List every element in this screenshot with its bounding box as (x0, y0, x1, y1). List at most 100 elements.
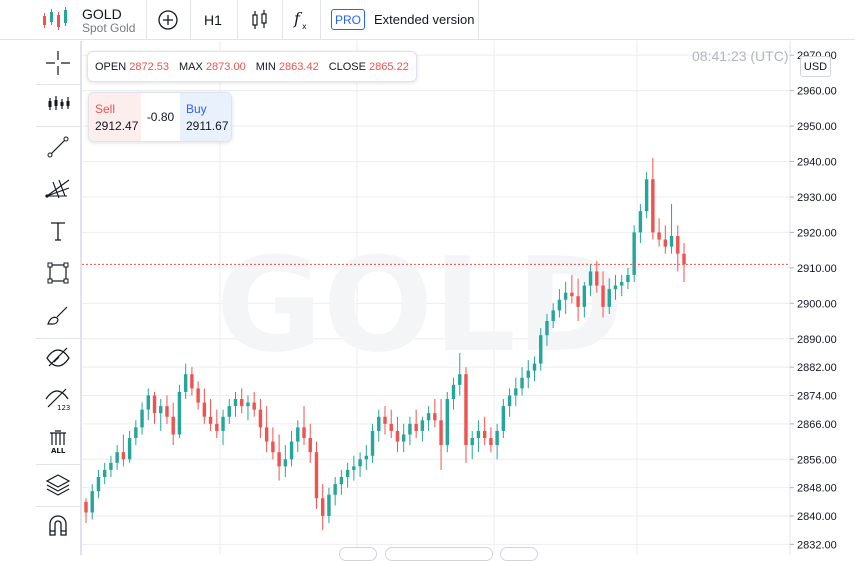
candle-body (495, 430, 499, 446)
candle-body (545, 321, 549, 336)
candle-body (283, 459, 288, 467)
interval-button[interactable]: H1 (204, 12, 222, 28)
hide-numbers-label: 123 (57, 404, 70, 412)
candle-style-icon[interactable] (248, 8, 272, 32)
spread-value: -0.80 (146, 110, 175, 124)
candle-body (345, 469, 350, 478)
symbol-name[interactable]: GOLD (82, 6, 122, 22)
candle-body (277, 452, 281, 467)
candle-body (408, 423, 412, 435)
y-tick-label: 2900.00 (797, 298, 837, 310)
ohlc-legend: OPEN 2872.53 MAX 2873.00 MIN 2863.42 CLO… (87, 51, 417, 82)
candle-body (632, 232, 636, 275)
candle-body (296, 427, 300, 442)
candle-body (202, 402, 207, 417)
extended-version-link[interactable]: Extended version (374, 12, 475, 27)
candle-body (233, 399, 238, 407)
candle-body (327, 494, 331, 517)
candle-body (320, 498, 325, 517)
y-tick-label: 2882.00 (797, 362, 837, 374)
currency-button[interactable]: USD (800, 56, 831, 77)
candle-body (196, 388, 200, 403)
candle-body (644, 179, 649, 212)
add-compare-icon[interactable] (156, 8, 180, 32)
remove-all-icon[interactable]: ALL (40, 424, 76, 460)
trend-line-icon[interactable] (40, 129, 76, 165)
candle-body (464, 374, 468, 446)
candle-body (682, 253, 686, 265)
candle-body (551, 310, 555, 322)
y-tick-label: 2930.00 (797, 192, 837, 204)
pro-badge[interactable]: PRO (331, 9, 365, 30)
candle-body (240, 399, 244, 407)
candle-body (501, 406, 506, 431)
buy-button[interactable]: Buy 2911.67 (180, 93, 231, 141)
candle-body (414, 423, 418, 431)
candle-body (383, 416, 387, 424)
candle-body (526, 370, 530, 378)
candle-body (439, 420, 443, 446)
candle-body (570, 292, 574, 297)
layers-icon[interactable] (40, 466, 76, 502)
bottom-control-zoom-out[interactable] (339, 547, 377, 561)
max-label: MAX (179, 60, 203, 73)
price-chart[interactable]: GOLD 2832.00 2840.00 2848.00 2856.00 2866.00… (82, 41, 855, 555)
brush-icon[interactable] (40, 298, 76, 334)
fib-fan-icon[interactable] (40, 170, 76, 206)
magnet-icon[interactable] (40, 508, 76, 544)
candle-body (159, 406, 163, 414)
candle-body (308, 438, 312, 453)
bottom-control-scroll[interactable] (385, 547, 493, 561)
y-tick-label: 2866.00 (797, 419, 837, 431)
candle-body (607, 289, 611, 307)
candle-body (445, 399, 450, 446)
buy-price: 2911.67 (186, 119, 229, 133)
candle-body (389, 423, 393, 431)
candle-body (470, 438, 474, 446)
sell-price: 2912.47 (95, 119, 139, 133)
candle-body (264, 427, 269, 442)
min-label: MIN (255, 60, 276, 73)
candle-body (557, 299, 562, 311)
candle-body (358, 459, 362, 467)
candle-body (246, 402, 250, 407)
crosshair-icon[interactable] (40, 45, 76, 81)
text-tool-icon[interactable] (40, 213, 76, 249)
candle-body (134, 427, 138, 439)
candle-body (520, 377, 524, 389)
sell-button[interactable]: Sell 2912.47 (89, 93, 141, 141)
candle-body (377, 416, 381, 431)
candle-body (595, 271, 599, 286)
candle-body (90, 491, 94, 513)
candle-body (433, 413, 437, 421)
candle-body (582, 285, 587, 307)
left-drawing-toolbar: 123 ALL (0, 41, 80, 555)
candle-body (271, 441, 275, 453)
candle-body (183, 374, 188, 392)
y-tick-label: 2960.00 (797, 86, 837, 98)
candle-body (576, 296, 580, 307)
hide-drawings-icon[interactable] (40, 339, 76, 375)
pattern-tool-icon[interactable] (40, 86, 76, 122)
candle-body (669, 235, 674, 247)
candle-body (165, 406, 169, 417)
y-tick-label: 2940.00 (797, 157, 837, 169)
hide-numbers-icon[interactable]: 123 (40, 382, 76, 418)
candle-body (252, 402, 256, 410)
open-label: OPEN (95, 60, 127, 73)
candle-body (507, 395, 512, 407)
candle-body (588, 271, 593, 286)
svg-text:f: f (293, 9, 303, 28)
y-tick-label: 2832.00 (797, 539, 837, 551)
sell-label: Sell (95, 102, 116, 116)
candle-body (651, 179, 655, 233)
candle-body (177, 391, 182, 435)
chart-watermark: GOLD (216, 229, 624, 381)
symbol-description[interactable]: Spot Gold (82, 21, 136, 35)
candle-body (458, 374, 462, 385)
candle-body (289, 441, 294, 460)
rectangle-icon[interactable] (40, 255, 76, 291)
bottom-control-reset[interactable] (500, 547, 538, 561)
